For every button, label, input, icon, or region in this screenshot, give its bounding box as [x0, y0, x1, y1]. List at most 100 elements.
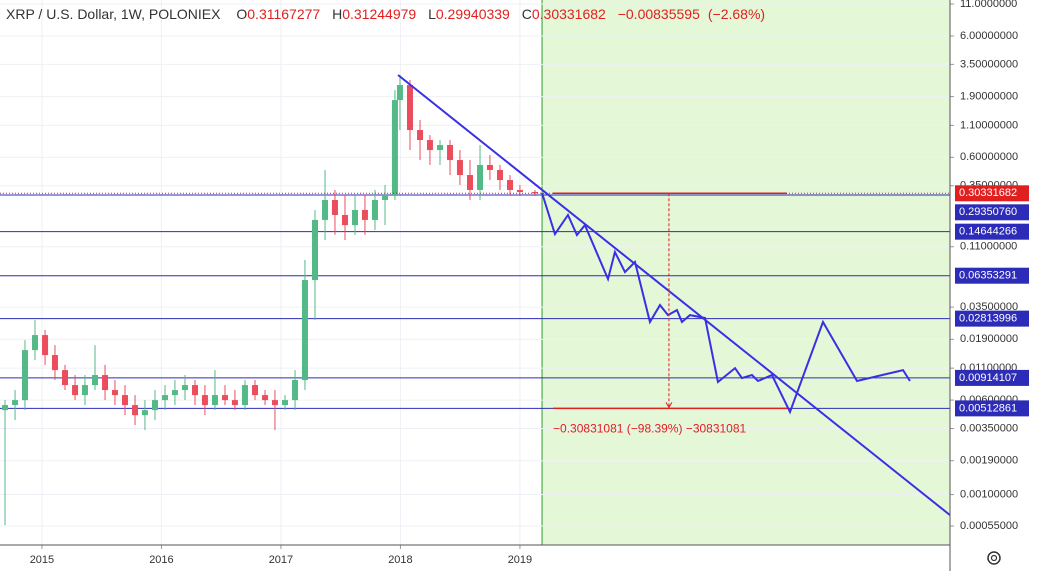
candle-body: [477, 164, 484, 190]
change-value: −0.00835595: [617, 6, 700, 22]
candle-body: [181, 385, 188, 391]
forecast-zone: [542, 0, 950, 545]
ohlc-value: 0.31167277: [247, 6, 321, 22]
candle-body: [456, 160, 463, 176]
measure-label: −0.30831081 (−98.39%) −30831081: [553, 422, 746, 436]
candle-body: [32, 335, 39, 351]
candle-body: [121, 395, 128, 406]
legend-header: XRP / U.S. Dollar, 1W, POLONIEX O0.31167…: [6, 6, 773, 22]
level-tag: [955, 223, 1029, 240]
x-tick-label: 2018: [388, 554, 412, 566]
candle-body: [417, 130, 424, 141]
candle-body: [192, 385, 199, 396]
level-tag-label: 0.29350760: [959, 206, 1017, 218]
level-tag: [955, 400, 1029, 417]
candle-body: [496, 169, 503, 181]
level-tag-label: 0.00512861: [959, 402, 1017, 414]
level-tag-label: 0.00914107: [959, 372, 1017, 384]
candle-body: [201, 395, 208, 406]
level-tag-label: 0.06353291: [959, 270, 1017, 282]
last-price-tag: [955, 185, 1029, 202]
y-tick-label: 1.90000000: [960, 90, 1018, 102]
candle-body: [211, 395, 218, 406]
projection-path: [541, 192, 911, 415]
candle-body: [171, 390, 178, 396]
y-tick-label: 0.00100000: [960, 488, 1018, 500]
level-tag: [955, 204, 1029, 221]
ohlc-key: H: [332, 6, 343, 22]
candle-body: [21, 350, 28, 401]
candle-body: [382, 194, 389, 201]
candle-body: [301, 280, 308, 381]
candle-body: [447, 145, 454, 161]
candle-body: [292, 380, 299, 401]
candle-body: [391, 100, 398, 195]
candle-body: [486, 164, 493, 170]
candle-body: [241, 385, 248, 406]
candle-body: [361, 209, 368, 220]
candle-body: [436, 145, 443, 151]
ohlc-value: 0.31244979: [342, 6, 417, 22]
candle-body: [81, 385, 88, 396]
y-tick-label: 0.00055000: [960, 520, 1018, 532]
candle-body: [151, 400, 158, 411]
candle-body: [531, 191, 538, 194]
candle-body: [252, 385, 259, 396]
measure-arrow-head: [665, 402, 673, 409]
ohlc-value: 0.30331682: [531, 6, 606, 22]
candle-body: [507, 180, 514, 190]
x-tick-label: 2019: [508, 554, 532, 566]
candle-body: [231, 400, 238, 406]
candle-body: [371, 200, 378, 220]
candle-body: [2, 405, 9, 411]
candle-body: [331, 200, 338, 215]
level-tag: [955, 369, 1029, 386]
y-tick-label: 1.10000000: [960, 119, 1018, 131]
candle-body: [406, 85, 413, 131]
y-tick-label: 0.11000000: [960, 241, 1017, 253]
candle-body: [222, 395, 229, 401]
y-tick-label: 0.01900000: [960, 333, 1018, 345]
candle-body: [282, 400, 288, 406]
candle-body: [516, 189, 523, 192]
level-tag-label: 0.14644266: [959, 226, 1017, 238]
candle-body: [111, 390, 118, 396]
settings-icon[interactable]: [987, 551, 1001, 565]
level-tag: [955, 310, 1029, 327]
candle-body: [352, 209, 359, 226]
y-tick-label: 0.03500000: [960, 301, 1018, 313]
candle-body: [322, 200, 329, 220]
ohlc-key: L: [428, 6, 436, 22]
candle-body: [92, 375, 98, 386]
y-tick-label: 0.00190000: [960, 455, 1018, 467]
candle-body: [62, 370, 69, 386]
candle-body: [162, 395, 169, 401]
y-tick-label: 6.00000000: [960, 30, 1018, 42]
level-tag-label: 0.02813996: [959, 313, 1017, 325]
x-tick-label: 2016: [149, 554, 173, 566]
y-tick-label: 0.60000000: [960, 151, 1018, 163]
x-tick-label: 2017: [269, 554, 293, 566]
last-price-tag-label: 0.30331682: [959, 187, 1017, 199]
candle-body: [262, 395, 269, 401]
ohlc-value: 0.29940339: [435, 6, 510, 22]
candle-body: [132, 405, 139, 416]
level-tag: [955, 267, 1029, 284]
candle-body: [72, 385, 79, 396]
candle-body: [42, 335, 49, 356]
symbol-title: XRP / U.S. Dollar, 1W, POLONIEX: [6, 6, 221, 22]
change-percent: (−2.68%): [707, 6, 766, 22]
y-tick-label: 11.0000000: [960, 0, 1017, 10]
candle-body: [426, 140, 433, 151]
candle-body: [12, 400, 19, 406]
candle-body: [466, 175, 473, 190]
candle-body: [51, 355, 58, 371]
candle-body: [311, 219, 318, 281]
trendline: [397, 74, 951, 516]
candle-body: [141, 410, 148, 416]
y-tick-label: 0.00350000: [960, 422, 1018, 434]
candle-body: [396, 85, 403, 101]
candle-body: [271, 400, 278, 406]
